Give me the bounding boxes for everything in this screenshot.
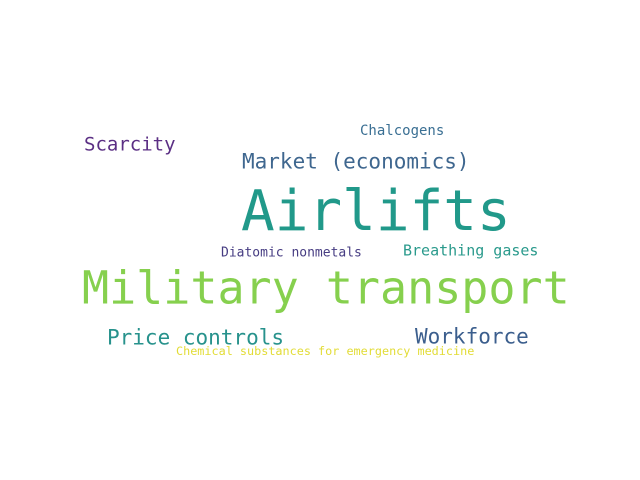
word-chemical-substances: Chemical substances for emergency medici… [176, 344, 475, 359]
word-scarcity: Scarcity [84, 133, 176, 156]
word-breathing-gases: Breathing gases [403, 241, 539, 260]
word-military-transport: Military transport [82, 261, 570, 315]
word-airlifts: Airlifts [241, 179, 511, 244]
word-workforce: Workforce [415, 324, 529, 349]
word-price-controls: Price controls [107, 325, 285, 350]
word-market-economics: Market (economics) [242, 149, 470, 174]
word-diatomic-nonmetals: Diatomic nonmetals [221, 245, 362, 261]
word-chalcogens: Chalcogens [360, 123, 445, 139]
